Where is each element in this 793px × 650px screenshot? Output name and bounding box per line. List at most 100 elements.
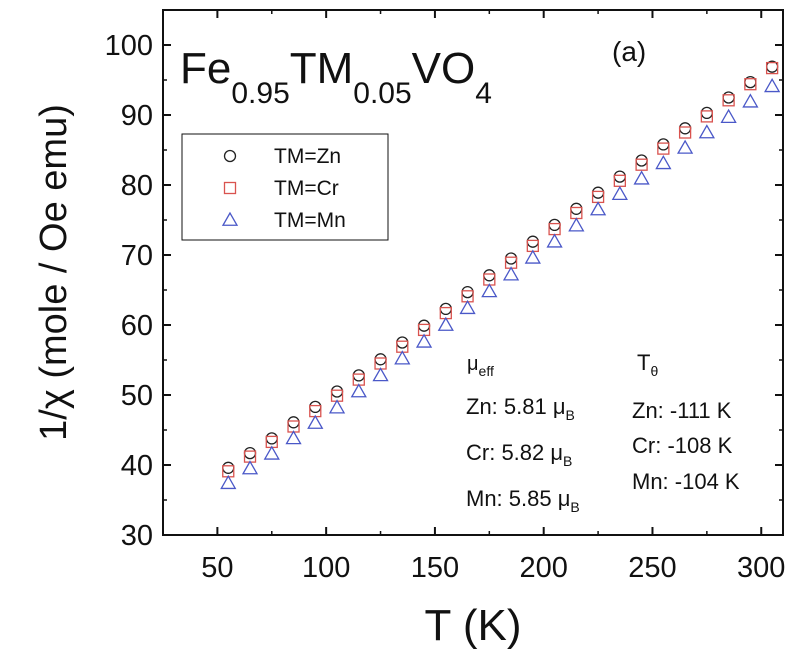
- data-point-zn: [352, 369, 365, 382]
- theta-header: Tθ: [637, 350, 659, 379]
- data-point-mn: [524, 249, 541, 264]
- y-tick-label: 60: [121, 310, 153, 342]
- data-point-cr: [678, 126, 692, 139]
- data-point-cr: [635, 158, 648, 171]
- y-tick-label: 70: [121, 240, 153, 272]
- panel-label: (a): [612, 36, 647, 67]
- mu-eff-header-subscript: eff: [478, 363, 494, 379]
- data-point-mn: [676, 139, 694, 154]
- data-point-zn: [374, 353, 387, 366]
- x-tick-label: 50: [201, 552, 233, 584]
- data-point-zn: [330, 385, 344, 398]
- theta-row-zn: Zn: -111 K: [632, 398, 732, 423]
- data-point-zn: [526, 235, 539, 248]
- title-vo: VO: [411, 44, 476, 93]
- mu-eff-row-mn: Mn: 5.85 μB: [466, 486, 580, 515]
- data-point-zn: [700, 106, 714, 120]
- y-tick-label: 90: [121, 100, 153, 132]
- legend-box: [181, 133, 389, 241]
- legend-label-zn: TM=Zn: [274, 145, 341, 168]
- data-point-zn: [613, 170, 626, 183]
- data-point-mn: [372, 367, 389, 382]
- legend-marker-mn: [221, 211, 239, 226]
- data-point-mn: [589, 201, 607, 216]
- data-point-mn: [437, 316, 454, 331]
- data-point-zn: [287, 416, 300, 429]
- x-tick-label: 300: [737, 552, 785, 584]
- data-point-mn: [720, 108, 737, 123]
- title-vo-subscript: 4: [475, 77, 492, 110]
- data-point-mn: [350, 383, 367, 398]
- data-point-mn: [742, 93, 759, 108]
- legend-marker-zn: [223, 149, 237, 163]
- data-point-zn: [222, 461, 235, 474]
- data-point-zn: [243, 446, 257, 460]
- data-point-mn: [764, 77, 781, 93]
- data-point-zn: [265, 432, 278, 445]
- x-tick-label: 200: [520, 552, 568, 584]
- data-point-mn: [502, 266, 520, 281]
- data-point-zn: [439, 302, 452, 316]
- data-point-zn: [657, 138, 670, 151]
- mu-eff-value-mn: Mn: 5.85 μ: [466, 486, 571, 511]
- chart-title: Fe0.95TM0.05VO4: [180, 44, 492, 110]
- data-point-mn: [263, 445, 280, 460]
- data-point-zn: [722, 91, 735, 104]
- mu-eff-subscript-cr: B: [563, 453, 573, 469]
- data-point-mn: [546, 233, 563, 248]
- data-point-zn: [461, 285, 474, 299]
- data-point-cr: [700, 110, 714, 123]
- theta-row-mn: Mn: -104 K: [632, 469, 740, 494]
- data-point-mn: [655, 154, 672, 170]
- data-point-mn: [459, 299, 476, 315]
- mu-eff-header: μeff: [467, 353, 494, 379]
- data-point-zn: [504, 252, 518, 265]
- title-tm-subscript: 0.05: [353, 77, 412, 110]
- data-point-mn: [633, 170, 650, 185]
- mu-eff-row-cr: Cr: 5.82 μB: [466, 440, 573, 469]
- data-point-zn: [570, 202, 583, 215]
- data-point-mn: [328, 399, 346, 414]
- theta-header-symbol: T: [637, 350, 651, 375]
- legend-marker-cr: [223, 181, 237, 195]
- mu-eff-subscript-mn: B: [570, 499, 580, 515]
- data-point-mn: [415, 333, 433, 348]
- data-point-mn: [611, 185, 628, 201]
- data-point-cr: [657, 142, 670, 155]
- legend-label-mn: TM=Mn: [274, 209, 346, 232]
- title-tm: TM: [289, 44, 354, 93]
- data-point-cr: [722, 94, 735, 107]
- theta-row-cr: Cr: -108 K: [632, 433, 733, 458]
- data-point-cr: [744, 78, 757, 91]
- mu-eff-value-cr: Cr: 5.82 μ: [466, 440, 564, 465]
- data-point-zn: [396, 336, 409, 349]
- data-point-zn: [591, 186, 605, 199]
- y-tick-label: 30: [121, 520, 153, 552]
- mu-eff-row-zn: Zn: 5.81 μB: [466, 394, 575, 423]
- mu-eff-subscript-zn: B: [565, 407, 575, 423]
- y-tick-label: 40: [121, 450, 153, 482]
- mu-eff-value-zn: Zn: 5.81 μ: [466, 394, 566, 419]
- data-point-mn: [698, 124, 715, 139]
- data-point-zn: [635, 154, 648, 167]
- x-tick-label: 100: [302, 552, 350, 584]
- data-point-mn: [568, 217, 585, 232]
- data-point-zn: [548, 218, 561, 232]
- legend-label-cr: TM=Cr: [274, 177, 339, 200]
- theta-header-subscript: θ: [650, 363, 659, 379]
- y-tick-label: 50: [121, 380, 153, 412]
- x-tick-label: 150: [411, 552, 459, 584]
- data-point-mn: [481, 283, 498, 298]
- data-point-cr: [765, 61, 779, 75]
- y-axis-label: 1/χ (mole / Oe emu): [33, 104, 75, 441]
- plot-frame: [162, 9, 784, 536]
- y-tick-label: 80: [121, 170, 153, 202]
- mu-eff-header-symbol: μ: [467, 353, 479, 375]
- data-point-mn: [220, 474, 237, 490]
- data-point-zn: [309, 400, 322, 414]
- data-point-zn: [678, 122, 692, 135]
- y-tick-label: 100: [105, 30, 153, 62]
- data-point-mn: [241, 460, 259, 475]
